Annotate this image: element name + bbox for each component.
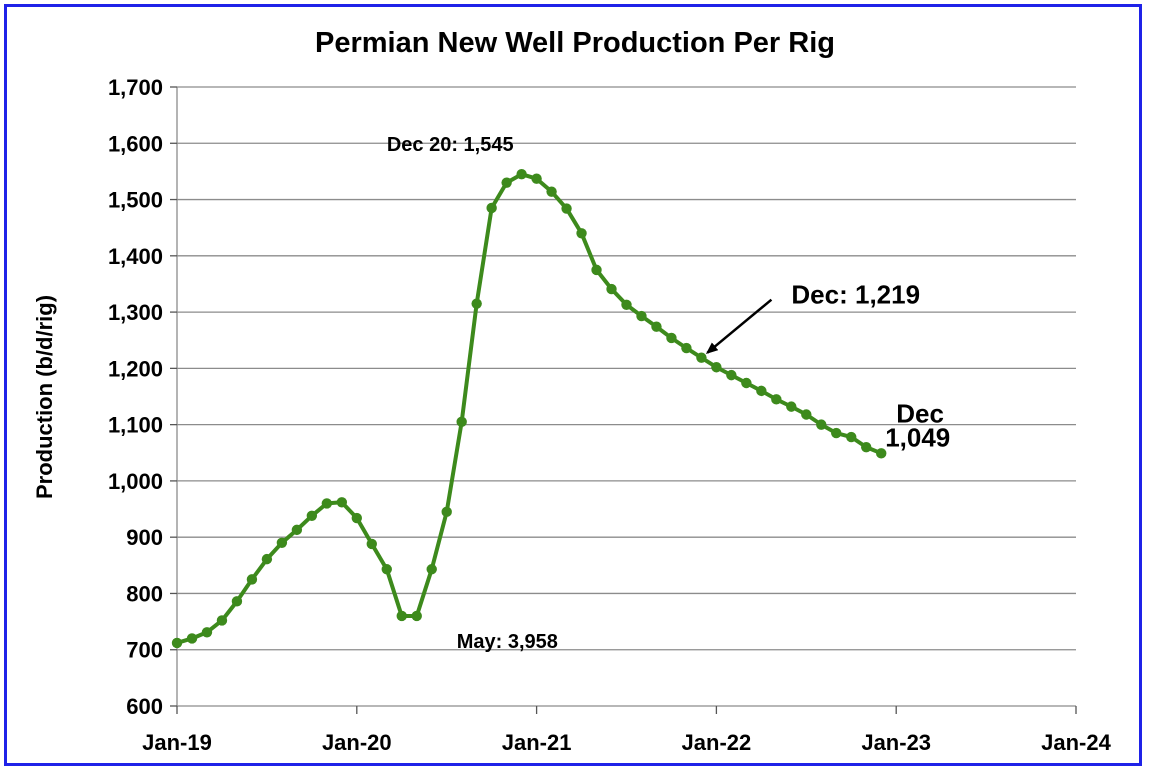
data-point: [786, 401, 797, 412]
x-tick-label: Jan-19: [142, 730, 212, 755]
data-point: [501, 177, 512, 188]
series-group: [171, 169, 887, 649]
data-point: [201, 627, 213, 638]
data-point: [546, 186, 557, 197]
y-tick-label: 700: [126, 638, 163, 663]
y-tick-label: 1,500: [108, 188, 163, 213]
y-axis-label: Production (b/d/rig): [32, 295, 57, 499]
y-tick-label: 1,100: [108, 413, 163, 438]
y-tick-label: 600: [126, 694, 163, 719]
y-tick-label: 1,200: [108, 356, 163, 381]
data-point: [561, 203, 572, 214]
annotation-label: 1,049: [885, 422, 950, 452]
data-point: [411, 610, 422, 622]
data-point: [381, 564, 392, 575]
data-point: [186, 633, 198, 644]
data-point: [351, 512, 362, 524]
data-point: [216, 615, 228, 626]
data-point: [486, 202, 497, 214]
data-point: [246, 574, 258, 585]
data-point: [696, 352, 707, 363]
data-point: [606, 283, 617, 295]
data-point: [396, 610, 407, 622]
data-point: [261, 553, 273, 565]
data-point: [711, 362, 722, 373]
y-tick-label: 1,000: [108, 469, 163, 494]
data-point: [666, 332, 677, 344]
data-point: [636, 310, 647, 322]
data-point: [531, 173, 542, 184]
data-point: [816, 419, 827, 430]
y-tick-label: 1,300: [108, 300, 163, 325]
y-axis-ticks: 600 700 800 900 1,000 1,100 1,200 1,300 1,400 1,5…: [108, 75, 177, 719]
data-point: [291, 524, 303, 536]
y-tick-label: 900: [126, 525, 163, 550]
y-tick-label: 1,600: [108, 131, 163, 156]
data-point: [171, 637, 183, 649]
annotations: Dec 20: 1,545 May: 3,958 Dec: 1,219 Dec1,04…: [387, 134, 950, 653]
data-point: [441, 506, 452, 518]
x-tick-label: Jan-23: [861, 730, 931, 755]
data-point: [321, 498, 333, 509]
y-tick-label: 1,700: [108, 75, 163, 100]
data-point: [651, 321, 662, 332]
data-point: [576, 228, 587, 239]
data-point: [516, 169, 527, 180]
annotation-label: Dec 20: 1,545: [387, 134, 514, 156]
y-tick-label: 1,400: [108, 244, 163, 269]
data-point: [846, 431, 857, 443]
data-point: [306, 510, 318, 521]
data-point: [756, 385, 767, 397]
gridlines: [176, 86, 1076, 707]
annotation-label: Dec: 1,219: [791, 280, 920, 310]
data-point: [741, 377, 752, 389]
data-point: [591, 264, 602, 276]
x-tick-label: Jan-24: [1041, 730, 1111, 755]
x-tick-label: Jan-21: [502, 730, 572, 755]
data-point: [771, 394, 782, 405]
data-point: [801, 409, 812, 420]
data-point: [426, 564, 437, 575]
data-point: [231, 596, 243, 607]
chart-title: Permian New Well Production Per Rig: [315, 27, 835, 59]
series-line: [176, 172, 882, 645]
data-point: [471, 298, 482, 309]
data-point: [876, 448, 887, 459]
data-point: [681, 342, 692, 354]
annotation-label: Dec: [896, 398, 944, 428]
annotation-label: May: 3,958: [457, 631, 558, 653]
y-tick-label: 800: [126, 581, 163, 606]
x-tick-label: Jan-22: [682, 730, 752, 755]
data-point: [831, 427, 842, 439]
x-tick-label: Jan-20: [322, 730, 392, 755]
data-point: [726, 369, 737, 381]
annotation-arrow: [705, 298, 773, 354]
data-point: [336, 497, 348, 508]
data-point: [621, 299, 632, 310]
data-point: [861, 441, 872, 453]
data-point: [366, 538, 377, 550]
x-axis-ticks: Jan-19 Jan-20 Jan-21 Jan-22 Jan-23 Jan-24: [142, 706, 1112, 755]
data-point: [276, 537, 288, 549]
data-point: [456, 416, 467, 428]
